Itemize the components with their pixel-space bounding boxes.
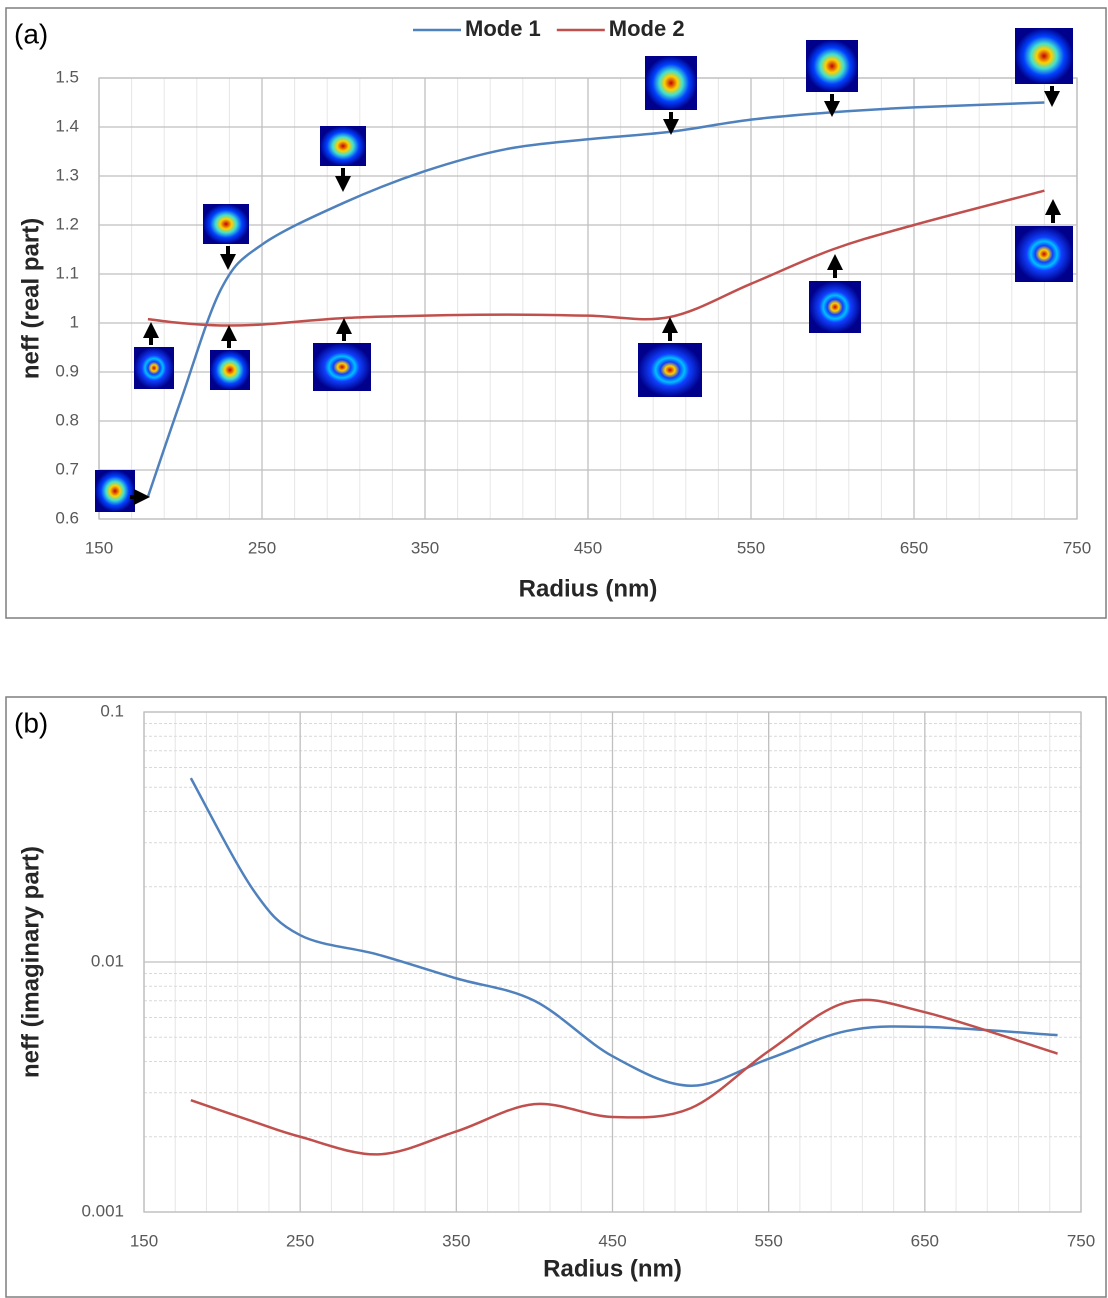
x-tick-label: 550 <box>754 1231 782 1250</box>
panel-frame <box>6 8 1106 618</box>
series-line <box>148 191 1045 326</box>
y-tick-label: 0.7 <box>55 459 79 478</box>
x-tick-label: 550 <box>737 538 765 557</box>
y-tick-label: 1.4 <box>55 116 79 135</box>
y-tick-label: 0.001 <box>81 1201 124 1220</box>
x-tick-label: 650 <box>900 538 928 557</box>
panel-a: (a) 150 250 350 450 550 650 750 0.6 0.7 0.8 0.9 1 1.1… <box>14 16 1091 603</box>
x-tick-label: 150 <box>85 538 113 557</box>
x-tick-label: 150 <box>130 1231 158 1250</box>
legend-label: Mode 2 <box>609 16 685 41</box>
x-tick-label: 650 <box>911 1231 939 1250</box>
x-tick-label: 250 <box>286 1231 314 1250</box>
x-axis-title: Radius (nm) <box>519 575 658 602</box>
y-axis-title: neff (imaginary part) <box>17 846 44 1078</box>
y-tick-label: 1.2 <box>55 214 79 233</box>
figure: (a) 150 250 350 450 550 650 750 0.6 0.7 0.8 0.9 1 1.1… <box>0 0 1108 1298</box>
y-tick-label: 0.6 <box>55 508 79 527</box>
series-line <box>191 1000 1058 1155</box>
y-tick-label: 1.5 <box>55 67 79 86</box>
series-line <box>148 103 1045 497</box>
x-tick-label: 250 <box>248 538 276 557</box>
panel-label: (b) <box>14 707 48 738</box>
mode-insets <box>95 28 1073 512</box>
panel-label: (a) <box>14 18 48 49</box>
x-tick-label: 350 <box>411 538 439 557</box>
x-tick-label: 350 <box>442 1231 470 1250</box>
x-tick-label: 750 <box>1063 538 1091 557</box>
x-axis-title: Radius (nm) <box>543 1255 682 1282</box>
y-tick-label: 1 <box>70 312 79 331</box>
legend-label: Mode 1 <box>465 16 541 41</box>
y-tick-label: 1.3 <box>55 165 79 184</box>
series-line <box>191 778 1058 1086</box>
y-tick-label: 0.01 <box>91 951 124 970</box>
y-axis-title: neff (real part) <box>17 218 44 379</box>
y-tick-label: 0.1 <box>100 701 124 720</box>
x-tick-label: 750 <box>1067 1231 1095 1250</box>
x-tick-label: 450 <box>574 538 602 557</box>
y-tick-label: 0.9 <box>55 361 79 380</box>
panel-b: (b) 150 250 350 450 550 650 750 0.001 0.01 0.1 Radi… <box>14 701 1095 1282</box>
y-tick-label: 1.1 <box>55 263 79 282</box>
y-tick-label: 0.8 <box>55 410 79 429</box>
x-tick-label: 450 <box>598 1231 626 1250</box>
